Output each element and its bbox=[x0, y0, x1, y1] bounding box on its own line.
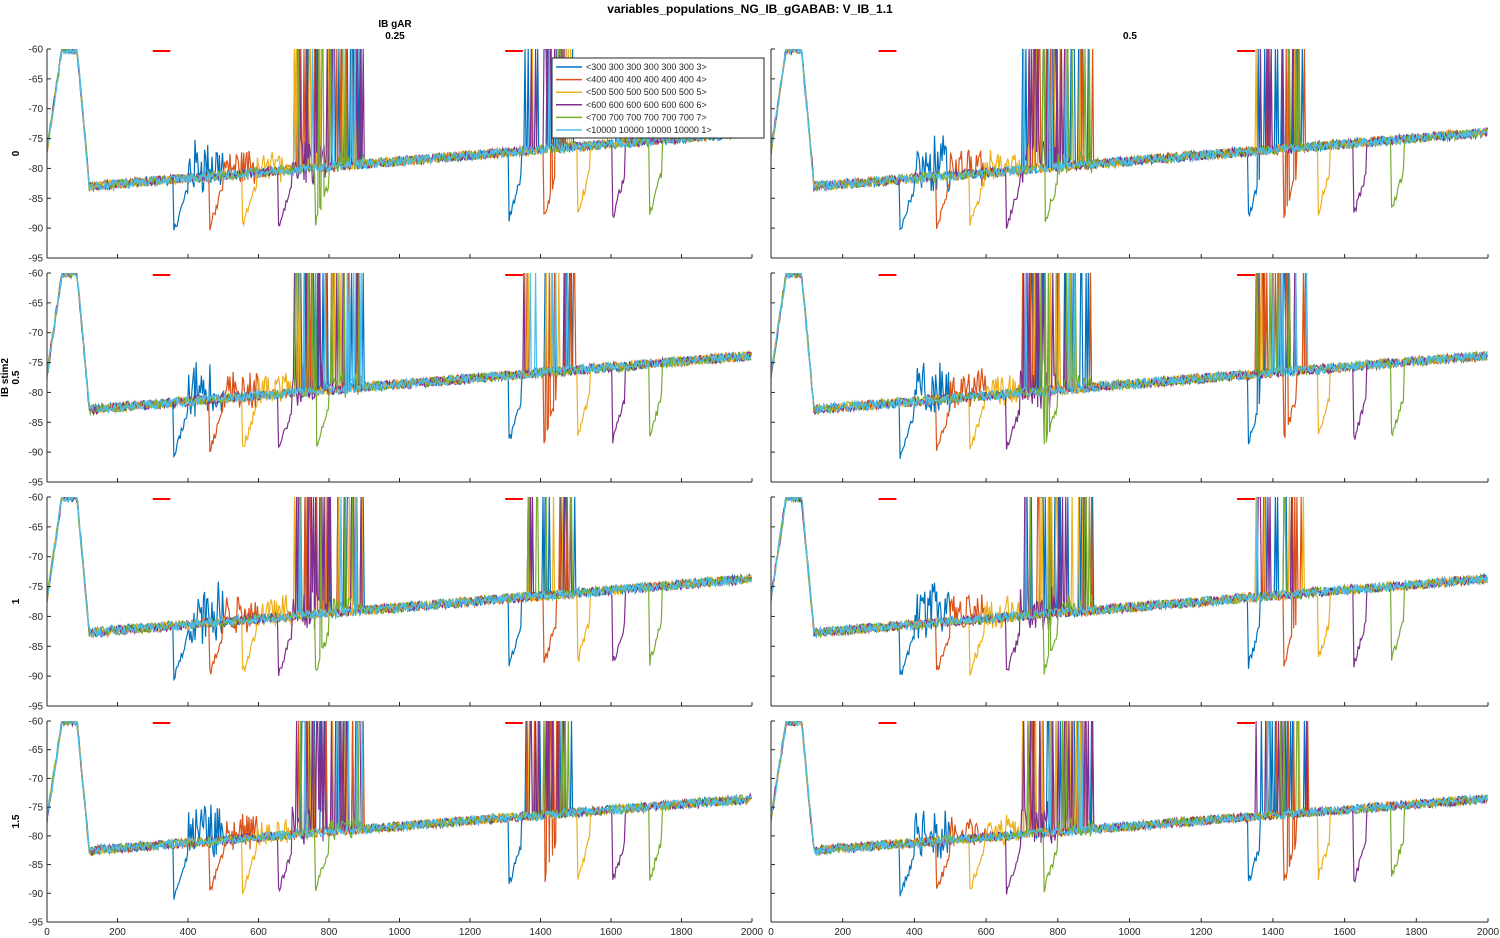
figure-title: variables_populations_NG_IB_gGABAB: V_IB… bbox=[607, 2, 893, 16]
x-tick-label: 800 bbox=[321, 927, 338, 938]
x-tick-label: 1400 bbox=[529, 927, 552, 938]
y-tick-label: -75 bbox=[29, 134, 44, 145]
legend-box bbox=[551, 57, 765, 139]
y-tick-label: -75 bbox=[29, 803, 44, 814]
x-tick-label: 400 bbox=[906, 927, 923, 938]
y-tick-label: -60 bbox=[29, 45, 44, 56]
series-line-s10000 bbox=[47, 273, 752, 415]
y-tick-label: -80 bbox=[29, 831, 44, 842]
legend-entry-s500: <500 500 500 500 500 500 5> bbox=[586, 87, 707, 97]
x-tick-label: 600 bbox=[978, 927, 995, 938]
panel-background bbox=[47, 721, 752, 922]
column-variable-title: IB gAR bbox=[378, 19, 412, 30]
y-tick-label: -90 bbox=[29, 672, 44, 683]
series-line-s10000 bbox=[771, 273, 1488, 415]
y-tick-label: -65 bbox=[29, 522, 44, 533]
row-variable-title: IB stim2 bbox=[0, 358, 11, 397]
y-tick-label: -70 bbox=[29, 328, 44, 339]
x-tick-label: 1000 bbox=[1118, 927, 1141, 938]
x-tick-label: 0 bbox=[768, 927, 774, 938]
panel-grid: -95 -90 -85 -80 -75 -70 -65 -60 <300 300 300 300… bbox=[29, 45, 1500, 938]
x-tick-label: 200 bbox=[834, 927, 851, 938]
y-tick-label: -65 bbox=[29, 298, 44, 309]
column-label-0: 0.25 bbox=[385, 31, 405, 42]
legend-entry-s600: <600 600 600 600 600 600 6> bbox=[586, 100, 707, 110]
y-tick-label: -85 bbox=[29, 194, 44, 205]
x-tick-label: 1600 bbox=[600, 927, 623, 938]
y-tick-label: -95 bbox=[29, 254, 44, 265]
legend-entry-s300: <300 300 300 300 300 300 3> bbox=[586, 62, 707, 72]
series-line-s10000 bbox=[47, 721, 752, 855]
panel-r2-c1 bbox=[770, 496, 1489, 707]
x-tick-label: 600 bbox=[250, 927, 267, 938]
x-tick-label: 1000 bbox=[388, 927, 411, 938]
x-tick-label: 1800 bbox=[670, 927, 693, 938]
panel-background bbox=[771, 721, 1488, 922]
row-label-1: 0.5 bbox=[11, 370, 22, 384]
panel-r1-c0: -95 -90 -85 -80 -75 -70 -65 -60 bbox=[29, 269, 753, 489]
y-tick-label: -90 bbox=[29, 224, 44, 235]
legend-entry-s700: <700 700 700 700 700 700 7> bbox=[586, 112, 707, 122]
y-tick-label: -70 bbox=[29, 774, 44, 785]
panel-r1-c1 bbox=[770, 272, 1489, 483]
y-tick-label: -65 bbox=[29, 745, 44, 756]
y-tick-label: -80 bbox=[29, 388, 44, 399]
y-tick-label: -70 bbox=[29, 104, 44, 115]
y-tick-label: -85 bbox=[29, 642, 44, 653]
series-line-s600 bbox=[771, 497, 1488, 671]
series-line-s700 bbox=[47, 721, 752, 892]
series-line-s700 bbox=[47, 273, 752, 447]
x-tick-label: 400 bbox=[180, 927, 197, 938]
row-labels: 0 0.5 1 1.5 IB stim2 bbox=[0, 150, 22, 828]
row-label-2: 1 bbox=[11, 598, 22, 604]
y-tick-label: -60 bbox=[29, 493, 44, 504]
y-tick-label: -75 bbox=[29, 358, 44, 369]
x-tick-label: 1200 bbox=[1190, 927, 1213, 938]
x-tick-label: 1200 bbox=[459, 927, 482, 938]
y-tick-label: -90 bbox=[29, 889, 44, 900]
y-tick-label: -75 bbox=[29, 582, 44, 593]
x-tick-label: 2000 bbox=[1477, 927, 1500, 938]
y-tick-label: -90 bbox=[29, 448, 44, 459]
x-tick-label: 0 bbox=[44, 927, 50, 938]
legend-entry-s10000: <10000 10000 10000 10000 1> bbox=[586, 125, 712, 135]
x-tick-label: 800 bbox=[1049, 927, 1066, 938]
row-label-0: 0 bbox=[11, 150, 22, 156]
y-tick-label: -80 bbox=[29, 612, 44, 623]
panel-r3-c0: -95 -90 -85 -80 -75 -70 -65 -60 0 200 400 600 800 100… bbox=[29, 717, 764, 938]
y-tick-label: -85 bbox=[29, 418, 44, 429]
y-tick-label: -70 bbox=[29, 552, 44, 563]
y-tick-label: -80 bbox=[29, 164, 44, 175]
panel-r0-c1 bbox=[770, 48, 1489, 259]
panel-r0-c0: -95 -90 -85 -80 -75 -70 -65 -60 <300 300 300 300… bbox=[29, 45, 765, 265]
panel-background bbox=[47, 273, 752, 482]
y-tick-label: -60 bbox=[29, 717, 44, 728]
x-tick-label: 200 bbox=[109, 927, 126, 938]
x-tick-label: 2000 bbox=[741, 927, 764, 938]
y-tick-label: -95 bbox=[29, 918, 44, 929]
row-label-3: 1.5 bbox=[11, 814, 22, 828]
series-line-s10000 bbox=[771, 497, 1488, 637]
panel-background bbox=[47, 497, 752, 706]
y-tick-label: -65 bbox=[29, 74, 44, 85]
x-tick-label: 1400 bbox=[1262, 927, 1285, 938]
legend-entry-s400: <400 400 400 400 400 400 4> bbox=[586, 75, 707, 85]
column-label-1: 0.5 bbox=[1123, 31, 1137, 42]
panel-background bbox=[771, 49, 1488, 258]
y-tick-label: -60 bbox=[29, 269, 44, 280]
y-tick-label: -85 bbox=[29, 860, 44, 871]
x-tick-label: 1600 bbox=[1333, 927, 1356, 938]
panel-background bbox=[771, 497, 1488, 706]
x-tick-label: 1800 bbox=[1405, 927, 1428, 938]
series-line-s10000 bbox=[771, 721, 1488, 856]
series-line-s10000 bbox=[771, 49, 1488, 192]
series-line-s10000 bbox=[47, 497, 752, 639]
panel-background bbox=[771, 273, 1488, 482]
panel-r2-c0: -95 -90 -85 -80 -75 -70 -65 -60 bbox=[29, 493, 753, 713]
legend: <300 300 300 300 300 300 3> <400 400 400 … bbox=[551, 57, 765, 139]
panel-r3-c1: 0 200 400 600 800 1000 1200 1400 1600 1800 2000 bbox=[768, 720, 1500, 938]
y-tick-label: -95 bbox=[29, 478, 44, 489]
y-tick-label: -95 bbox=[29, 702, 44, 713]
